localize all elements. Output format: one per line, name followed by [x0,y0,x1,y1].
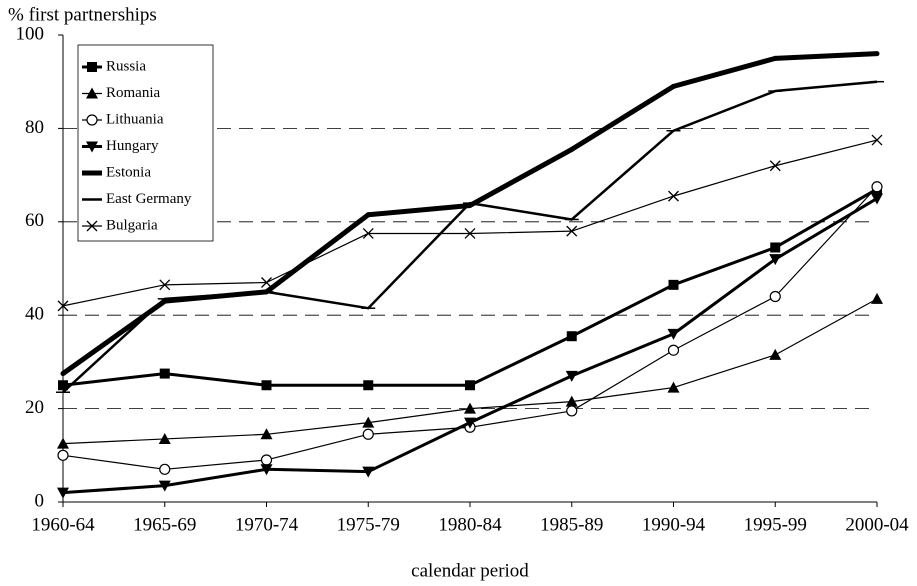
marker [871,134,883,146]
marker [871,292,883,304]
marker [464,228,476,239]
legend-marker [86,220,98,232]
y-tick-label: 100 [16,23,45,44]
point [671,83,676,89]
y-tick-label: 20 [25,397,44,418]
legend-label: East Germany [106,191,192,207]
legend-marker [86,114,98,126]
marker [668,279,679,290]
point [60,371,66,377]
legend-label: Estonia [106,164,151,180]
marker [57,437,69,449]
marker [362,416,375,428]
marker [464,402,476,414]
marker [667,381,680,393]
y-tick-label: 0 [35,490,45,511]
marker [566,225,578,237]
marker [871,193,883,205]
marker [159,463,171,475]
legend-label: Romania [106,85,160,101]
point [874,51,880,57]
marker [667,328,680,340]
legend: Russia Romania Lithuania Hungary Estonia East… [77,44,214,242]
point [365,212,371,218]
x-tick-label: 2000-04 [845,514,909,535]
marker [871,181,883,193]
legend-marker [86,141,98,153]
marker [159,368,170,379]
x-axis-title: calendar period [411,560,529,581]
marker [57,487,69,499]
legend-label: Lithuania [106,111,164,127]
marker [769,160,781,172]
marker [260,464,273,476]
marker [362,228,374,239]
y-tick-label: 80 [25,117,44,138]
x-tick-label: 1965-69 [133,514,196,535]
x-tick-label: 1995-99 [744,514,807,535]
legend-label: Hungary [106,138,159,154]
legend-box [77,44,214,242]
marker [769,348,782,360]
marker [465,380,475,391]
marker [769,254,782,266]
y-axis-title: % first partnerships [8,4,157,25]
marker [261,277,272,288]
marker [464,417,476,429]
series-line [62,197,878,495]
marker [260,428,273,440]
marker [158,432,171,444]
legend-marker [87,62,97,72]
point [569,146,575,152]
y-tick-label: 60 [25,210,44,231]
marker [770,242,781,253]
marker [566,405,578,417]
marker [362,466,375,478]
y-tick-label: 40 [25,304,44,325]
x-tick-label: 1975-79 [337,514,400,535]
marker [363,380,374,391]
legend-label: Bulgaria [106,217,158,233]
x-tick-label: 1980-84 [438,514,502,535]
marker [57,300,69,312]
x-tick-label: 1990-94 [642,514,706,535]
legend-label: Russia [106,58,146,74]
marker [362,428,374,440]
marker [159,279,171,291]
marker [565,370,578,382]
x-tick-label: 1960-64 [31,514,95,535]
marker [260,454,273,466]
marker [565,395,578,407]
marker [261,380,272,391]
point [772,55,778,61]
marker [57,449,69,461]
marker [769,290,781,303]
legend-marker [86,87,98,99]
x-tick-label: 1985-89 [540,514,603,535]
marker [566,331,577,342]
marker [668,190,679,202]
marker [158,480,171,492]
marker [667,344,680,356]
marker [58,380,68,391]
x-tick-label: 1970-74 [235,514,299,535]
